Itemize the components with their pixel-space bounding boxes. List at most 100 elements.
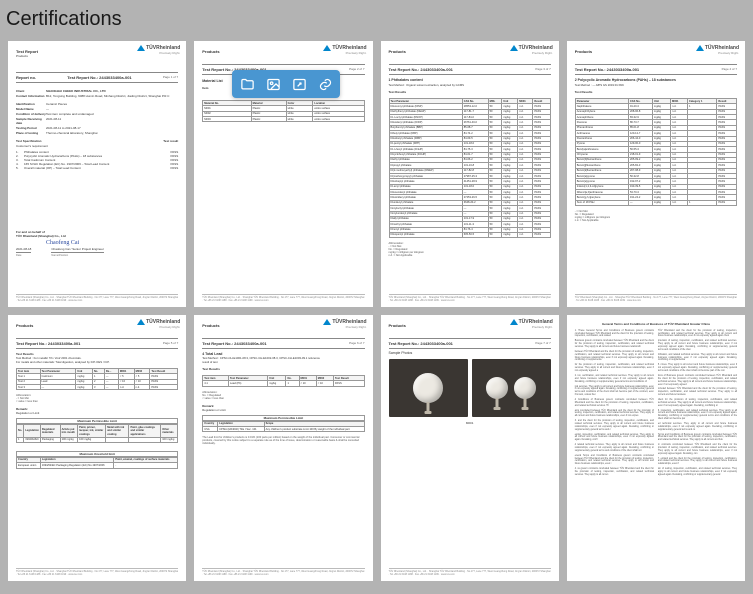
test-items: 1.Phthalates contentPASS2.Polycyclic Aro… xyxy=(16,150,178,170)
brand-block: TÜVRheinland Precisely Right. xyxy=(510,319,553,329)
material-table: Material No.MaterialColorLocationM001Pla… xyxy=(202,100,364,122)
page-no: Page 4 of 7 xyxy=(722,67,737,72)
page-footer: TÜV Rheinland (Shanghai) Co., Ltd. · Sha… xyxy=(16,568,178,577)
v: 2021-08-11 xyxy=(46,117,178,125)
page-footer: TÜV Rheinland (Shanghai) Co., Ltd. · Sha… xyxy=(389,568,551,577)
document-grid: Test Report Products TÜVRheinland Precis… xyxy=(0,37,753,589)
v: B12, Tongxing Building, 6088 Humin Road,… xyxy=(46,94,178,98)
sig-role2: Name/Position xyxy=(51,252,104,257)
sample-photo-1 xyxy=(389,359,468,417)
image-toolbar xyxy=(232,70,340,98)
brand-triangle-icon xyxy=(137,319,145,325)
ceramic-orb-icon xyxy=(514,377,536,399)
page-footer: TÜV Rheinland (Shanghai) Co., Ltd. · Sha… xyxy=(389,294,551,303)
reg-limit: Regulation or Limit xyxy=(16,411,178,415)
doc-page-7[interactable]: Products TÜVRheinland Precisely Right. T… xyxy=(381,315,559,581)
image-button[interactable] xyxy=(260,72,286,96)
abbrev: - = Not Met No. = Regulated mg/kg = mill… xyxy=(575,210,737,222)
doc-page-5[interactable]: Products TÜVRheinland Precisely Right. T… xyxy=(8,315,186,581)
k: Place of testing xyxy=(16,131,46,135)
brand-triangle-icon xyxy=(510,45,518,51)
ts-val: Customer's requirement xyxy=(16,144,178,148)
report-head: Test Report No.: 2443033400a-001 Page 3 … xyxy=(389,64,551,75)
kv-block: ClientSHANGHAI CHEEK INDUSTRIAL CO., LTD… xyxy=(16,89,178,170)
doc-page-6[interactable]: Products TÜVRheinland Precisely Right. T… xyxy=(194,315,372,581)
k: Client xyxy=(16,89,46,93)
ceramic-orb-icon xyxy=(486,377,508,399)
page-no: Page 1 of 7 xyxy=(163,75,178,80)
results-table: Test itemTest ParameterUnitNo.Re...M001M… xyxy=(16,368,178,390)
page-title: Certifications xyxy=(6,8,747,31)
page-no: Page 5 of 7 xyxy=(163,341,178,346)
brand-tagline: Precisely Right. xyxy=(137,51,180,55)
page-footer: TÜV Rheinland (Shanghai) Co., Ltd. · Sha… xyxy=(575,294,737,303)
doc-page-4[interactable]: Products TÜVRheinland Precisely Right. T… xyxy=(567,41,745,307)
k: Sample Receiving date xyxy=(16,117,46,125)
report-no: Test Report No.: 2443033400a-001 xyxy=(389,67,453,72)
photo-caption: M001 xyxy=(389,421,551,425)
k: Item xyxy=(202,86,232,90)
report-no: Test Report No.: 2443033400a-001 xyxy=(16,341,80,346)
v: 2021-08-11 to 2021-08-17 xyxy=(46,126,178,130)
sig-date: 2021-08-18 xyxy=(16,247,31,251)
tr-heading: Test Results xyxy=(202,367,364,371)
report-no: Test Report No.: 2443033400a-001 xyxy=(67,75,131,80)
report-head: Test Report No.: 2443033400a-001 Page 4 … xyxy=(575,64,737,75)
page-footer: TÜV Rheinland (Shanghai) Co., Ltd. · Sha… xyxy=(202,294,364,303)
report-no: Test Report No.: 2443033400a-001 xyxy=(202,341,266,346)
page-no: Page 7 of 7 xyxy=(535,341,550,346)
sig-org: TÜV Rheinland (Shanghai) Co., Ltd xyxy=(16,234,178,238)
page-no: Page 2 of 7 xyxy=(349,67,364,72)
doc-page-1[interactable]: Test Report Products TÜVRheinland Precis… xyxy=(8,41,186,307)
brand-triangle-icon xyxy=(323,45,331,51)
report-no-key: Report no. xyxy=(16,75,36,80)
edit-icon xyxy=(292,77,307,92)
tr-heading: Test Results xyxy=(575,90,737,94)
edit-button[interactable] xyxy=(286,72,312,96)
brand-tagline: Precisely Right. xyxy=(510,51,553,55)
brand-triangle-icon xyxy=(510,319,518,325)
sample-photo-2 xyxy=(472,359,551,417)
folder-button[interactable] xyxy=(234,72,260,96)
brand-block: TÜVRheinland Precisely Right. xyxy=(510,45,553,55)
phthalates-table: Test ParameterCAS No.MDLUnitM001ResultDi… xyxy=(389,98,551,238)
k: Model Name xyxy=(16,107,46,111)
brand-tagline: Precisely Right. xyxy=(323,51,366,55)
doc-page-3[interactable]: Products TÜVRheinland Precisely Right. T… xyxy=(381,41,559,307)
brand-block: TÜVRheinland Precisely Right. xyxy=(696,45,739,55)
report-head: Test Report No.: 2443033400a-001 Page 7 … xyxy=(389,338,551,349)
k: Identification xyxy=(16,102,46,106)
brand-block: TÜVRheinland Precisely Right. xyxy=(137,319,180,329)
terms-title: General Terms and Conditions of Business… xyxy=(575,323,737,327)
k: Test Specification xyxy=(16,139,46,143)
page-no: Page 3 of 7 xyxy=(535,67,550,72)
brand-triangle-icon xyxy=(323,319,331,325)
pah-table: ParameterCAS No.UnitM001Category 1Result… xyxy=(575,98,737,206)
signature-block: For and on behalf of TÜV Rheinland (Shan… xyxy=(16,230,178,257)
brand-tagline: Precisely Right. xyxy=(137,325,180,329)
report-no: Test Report No.: 2443033400a-001 xyxy=(575,67,639,72)
mpl-table: No.LegislationRegulated materialsArticle… xyxy=(16,424,178,442)
signature: Chaofeng Cai xyxy=(46,240,178,246)
mpl2-table: CountryLegislationPaint, enamel, coating… xyxy=(16,457,178,469)
v: Test result xyxy=(46,139,178,143)
k: Condition of delivery xyxy=(16,112,46,116)
v: Thermo-chemical laboratory, Shanghai xyxy=(46,131,178,135)
brand-block: TÜVRheinland Precisely Right. xyxy=(137,45,180,55)
brand-tagline: Precisely Right. xyxy=(510,325,553,329)
terms-text: General Terms and Conditions of Business… xyxy=(575,323,737,479)
page-footer: TÜV Rheinland (Shanghai) Co., Ltd. · Sha… xyxy=(202,568,364,577)
sample-photos xyxy=(389,359,551,417)
brand-triangle-icon xyxy=(137,45,145,51)
k: Testing Period xyxy=(16,126,46,130)
report-head: Test Report No.: 2443033400a-001 Page 5 … xyxy=(16,338,178,349)
tr-heading: Test Results xyxy=(389,90,551,94)
report-no: Test Report No.: 2443033400a-001 xyxy=(389,341,453,346)
test-method: Test Method : — AfPS GS 2019:01 PAK xyxy=(575,83,737,87)
brand-tagline: Precisely Right. xyxy=(323,325,366,329)
v: SHANGHAI CHEEK INDUSTRIAL CO., LTD xyxy=(46,89,178,93)
link-button[interactable] xyxy=(312,72,338,96)
image-icon xyxy=(266,77,281,92)
doc-page-8[interactable]: General Terms and Conditions of Business… xyxy=(567,315,745,581)
sig-role: Date xyxy=(16,252,31,257)
